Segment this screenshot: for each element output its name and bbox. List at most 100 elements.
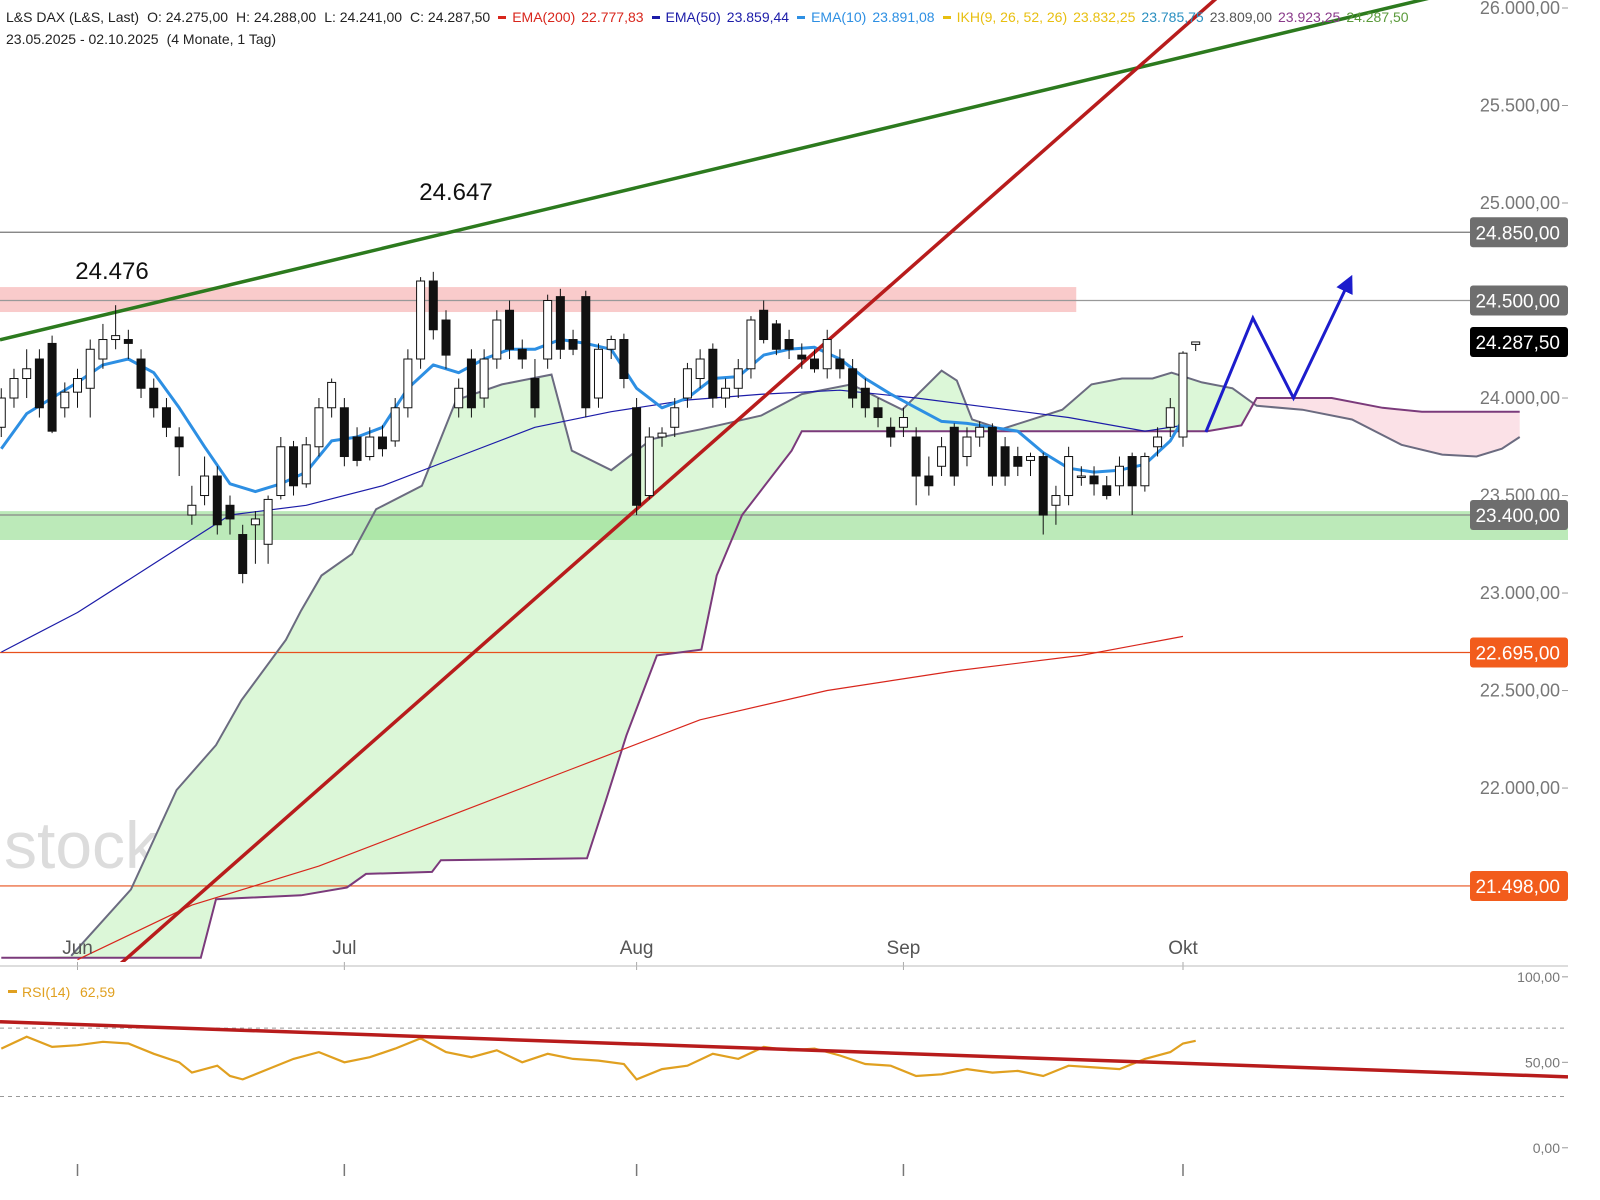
candle-body [695, 358, 705, 380]
candle-body [1013, 456, 1023, 467]
candle-body [1076, 475, 1086, 479]
candle-body [682, 368, 692, 399]
candle-body [441, 319, 451, 356]
legend-swatch [942, 15, 951, 19]
zone [0, 287, 1077, 313]
x-tick-label: Jul [332, 938, 356, 959]
candle-body [136, 358, 146, 389]
rsi-swatch [8, 990, 17, 993]
legend-value: 23.859,44 [726, 9, 790, 25]
candle-body [911, 436, 921, 477]
legend-value: 23.923,25 [1278, 9, 1341, 25]
candle-body [301, 444, 311, 485]
range: 23.05.2025 - 02.10.2025 [6, 31, 159, 47]
candle-body [187, 504, 197, 516]
candle-body [276, 446, 286, 497]
candle-body [416, 280, 426, 360]
candle-body [1178, 352, 1188, 438]
candle-body [593, 348, 603, 399]
price-tag [1470, 500, 1568, 531]
candle-body [161, 407, 171, 428]
candle-body [1165, 407, 1175, 428]
legend-value: 23.809,00 [1209, 9, 1273, 25]
candle-body [352, 436, 362, 461]
candle-body [848, 368, 858, 399]
legend-swatch [498, 15, 507, 19]
candle-body [657, 432, 667, 438]
ohlc-open: O: 24.275,00 [147, 9, 229, 25]
candle-body [492, 319, 502, 360]
candle-body [98, 339, 108, 360]
price-tag [1470, 217, 1568, 248]
candle-body [1114, 465, 1124, 487]
candle-body [759, 309, 769, 341]
candle-body [670, 407, 680, 428]
candle-body [937, 446, 947, 467]
candle-body [543, 300, 553, 360]
candle-body [212, 475, 222, 526]
candle-body [1127, 456, 1137, 487]
price-tag [1470, 285, 1568, 316]
y-tick-label: 22.000,00 [1480, 778, 1560, 798]
candle-body [708, 348, 718, 399]
candle-body [746, 319, 756, 370]
rsi-tick-label: 100,00 [1517, 969, 1560, 985]
price-tag-label: 23.400,00 [1475, 506, 1560, 527]
legend-label: IKH(9, 26, 52, 26) [956, 9, 1068, 25]
candle-body [784, 339, 794, 350]
price-tag-label: 21.498,00 [1475, 877, 1560, 898]
legend-item: IKH(9, 26, 52, 26) 23.832,25 23.785,75 23.8… [942, 6, 1409, 28]
candle-body [771, 323, 781, 350]
candle-body [225, 504, 235, 520]
legend-label: EMA(50) [665, 9, 721, 25]
candle-body [962, 436, 972, 458]
candle-body [454, 387, 464, 409]
candle-body [34, 358, 44, 409]
rsi-trendline [0, 1020, 1568, 1079]
candle-body [377, 436, 387, 450]
candle-body [9, 378, 19, 399]
candle-body [403, 358, 413, 409]
candle-body [263, 498, 273, 545]
ichimoku-span-b [1, 397, 1520, 959]
legend-value: 24.287,50 [1346, 9, 1409, 25]
y-tick-label: 23.000,00 [1480, 583, 1560, 603]
header-row: 23.05.2025 - 02.10.2025 (4 Monate, 1 Tag… [6, 28, 1409, 50]
candle-body [0, 397, 6, 428]
candle-body [1051, 495, 1061, 506]
y-tick-label: 26.000,00 [1480, 0, 1560, 18]
legend-item: EMA(200) 22.777,83 [498, 6, 644, 28]
price-tag-label: 22.695,00 [1475, 644, 1560, 665]
x-tick-label: Sep [887, 938, 921, 959]
price-tag [1470, 637, 1568, 668]
candle-body [924, 475, 934, 487]
candle-body [250, 518, 260, 526]
candle-body [975, 426, 985, 438]
price-tag-label: 24.500,00 [1475, 292, 1560, 313]
symbol: L&S DAX (L&S, Last) [6, 9, 140, 25]
candle-body [85, 348, 95, 389]
y-tick-label: 25.500,00 [1480, 96, 1560, 116]
annotation: 24.476 [75, 258, 148, 285]
candle-body [479, 358, 489, 399]
candle-body [1153, 436, 1163, 448]
candle-body [733, 368, 743, 389]
candle-body [530, 378, 540, 409]
candle-body [73, 378, 83, 393]
candle-body [200, 475, 210, 497]
candle-body [898, 417, 908, 428]
candle-body [1064, 456, 1074, 497]
legend-label: EMA(10) [811, 9, 867, 25]
legend-swatch [651, 15, 660, 19]
candle-body [60, 391, 70, 409]
candle-body [1038, 456, 1048, 516]
candle-body [365, 436, 375, 458]
candle-body [1191, 341, 1201, 345]
rsi-tick-label: 0,00 [1533, 1140, 1560, 1156]
candle-body [644, 436, 654, 497]
rsi-plot [0, 1020, 1568, 1097]
candle-body [339, 407, 349, 458]
candle-body [949, 426, 959, 477]
x-tick-label: Jun [62, 938, 93, 959]
